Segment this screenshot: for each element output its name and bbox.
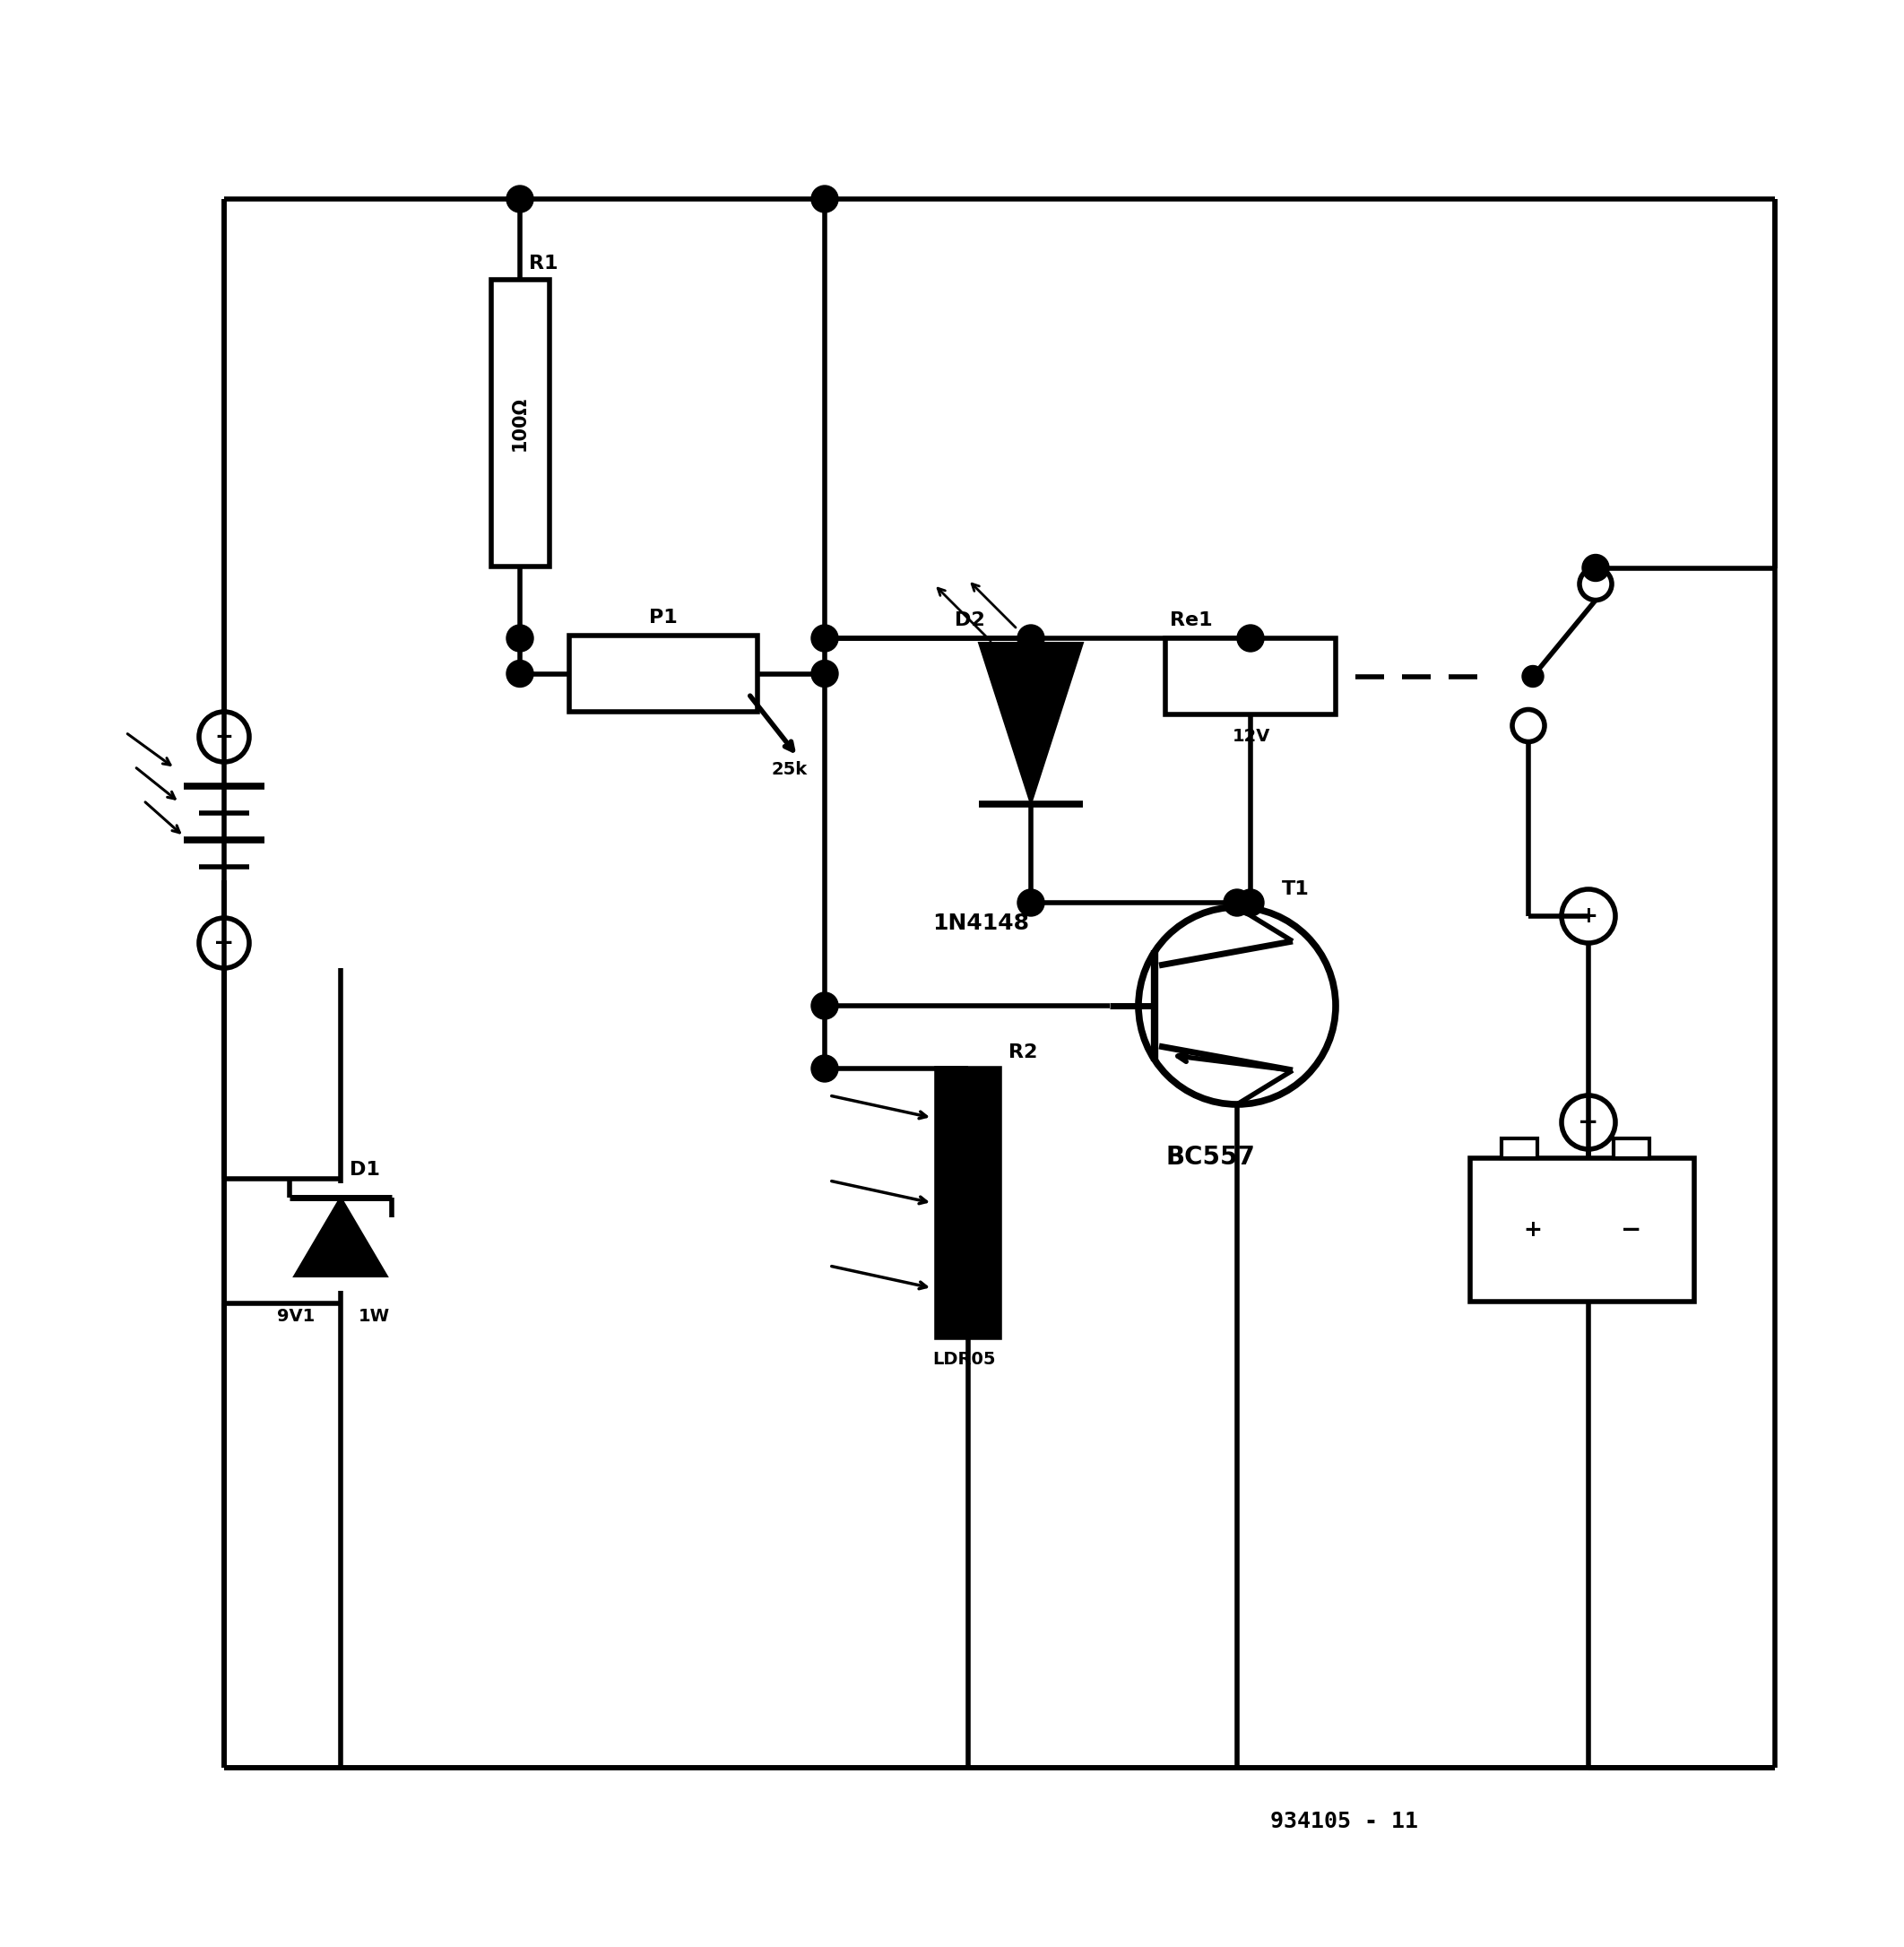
Text: −: − [213,931,234,956]
Circle shape [1017,890,1043,917]
Circle shape [811,185,838,212]
FancyBboxPatch shape [1470,1158,1695,1303]
FancyBboxPatch shape [1165,639,1337,715]
Text: 25k: 25k [771,761,807,779]
Circle shape [506,660,533,687]
Text: 1W: 1W [358,1308,390,1324]
Text: +: + [1578,905,1597,927]
Text: Re1: Re1 [1169,611,1213,629]
Text: −: − [1578,1110,1599,1135]
Text: P1: P1 [649,609,678,627]
Polygon shape [979,643,1083,804]
Circle shape [1238,890,1264,917]
FancyBboxPatch shape [937,1069,1000,1338]
Text: BC557: BC557 [1165,1145,1255,1170]
Text: T1: T1 [1281,880,1310,898]
Circle shape [811,625,838,652]
Text: 934105 - 11: 934105 - 11 [1270,1811,1418,1832]
Text: 12V: 12V [1232,728,1270,746]
FancyBboxPatch shape [1502,1139,1537,1158]
Text: 1N4148: 1N4148 [933,913,1028,935]
Text: 9V1: 9V1 [276,1308,314,1324]
Text: 100Ω: 100Ω [510,395,529,450]
Polygon shape [293,1197,387,1277]
Text: +: + [1523,1219,1542,1240]
Text: D1: D1 [350,1160,381,1178]
Circle shape [506,185,533,212]
Circle shape [1017,625,1043,652]
FancyBboxPatch shape [569,635,758,713]
Circle shape [811,1055,838,1083]
Text: D2: D2 [954,611,984,629]
FancyBboxPatch shape [1613,1139,1649,1158]
FancyBboxPatch shape [491,280,548,567]
Circle shape [1521,666,1544,687]
Circle shape [1238,625,1264,652]
Text: R1: R1 [529,255,558,273]
Text: +: + [215,726,234,748]
Text: R2: R2 [1009,1044,1038,1061]
Circle shape [506,625,533,652]
Text: −: − [1620,1217,1641,1242]
Circle shape [1582,555,1609,582]
Text: LDR05: LDR05 [933,1351,996,1369]
Circle shape [811,993,838,1018]
Circle shape [1224,890,1251,917]
Circle shape [811,660,838,687]
